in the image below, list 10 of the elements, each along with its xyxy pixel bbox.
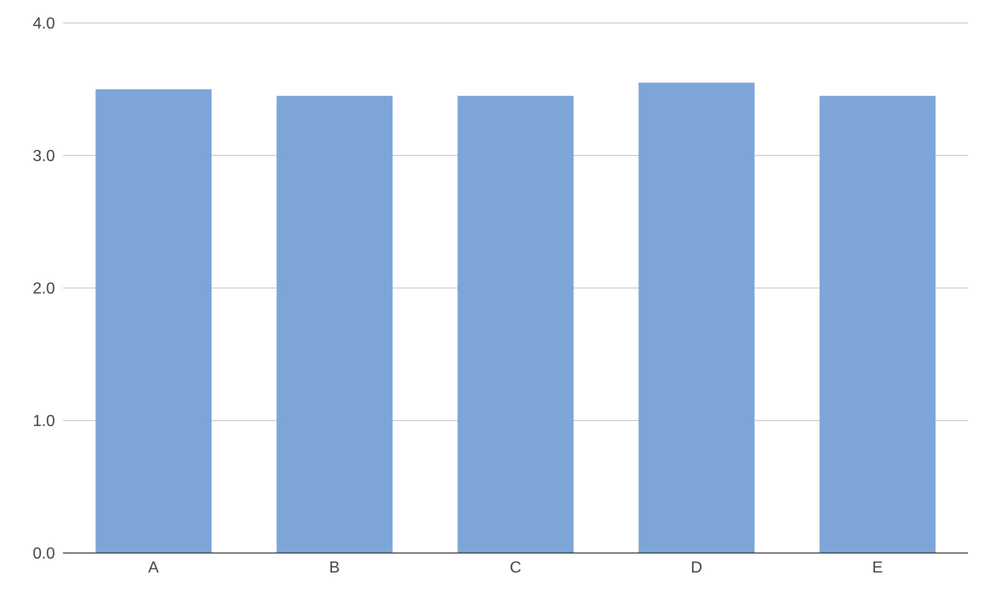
x-tick-label: A <box>148 559 160 576</box>
x-tick-label: E <box>872 559 883 576</box>
y-tick-label: 0.0 <box>32 546 56 563</box>
y-tick-label: 4.0 <box>32 16 56 33</box>
y-tick-label: 1.0 <box>32 413 56 430</box>
y-tick-label: 3.0 <box>32 148 56 166</box>
x-tick-label: C <box>510 559 522 576</box>
x-tick-label: B <box>329 559 340 576</box>
y-tick-label: 2.0 <box>32 280 56 298</box>
x-tick-label: D <box>690 559 702 576</box>
